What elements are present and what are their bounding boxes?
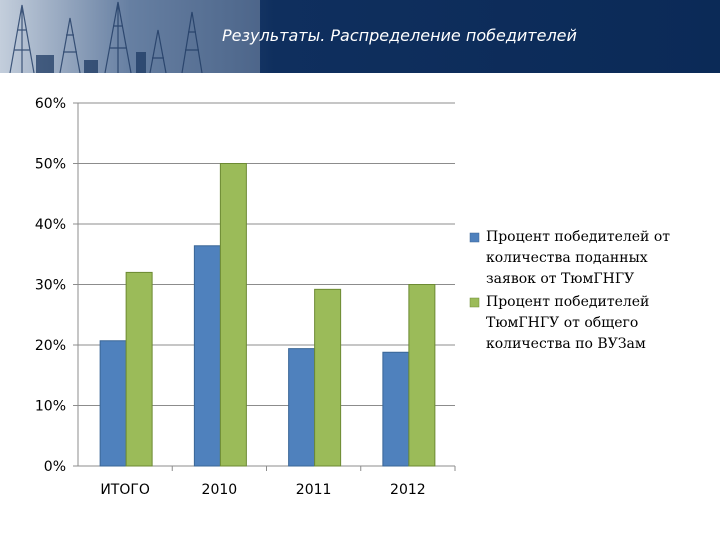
bar-series-1 <box>193 245 221 467</box>
y-tick-label: 0% <box>44 459 66 475</box>
oil-derricks-banner-icon <box>0 0 260 73</box>
bar-series-2 <box>125 271 153 467</box>
slide-header: Результаты. Распределение победителей <box>0 0 720 73</box>
legend-label-series-2: Процент победителей <box>486 294 649 310</box>
legend-label-series-1: Процент победителей от <box>486 229 670 245</box>
y-tick-label: 30% <box>35 278 66 294</box>
bar-layer <box>99 163 436 467</box>
legend-label-series-2: количества по ВУЗам <box>486 336 646 352</box>
bar-series-2 <box>408 284 436 467</box>
bar-series-1 <box>99 340 127 467</box>
bar-series-1 <box>288 348 316 467</box>
y-tick-label: 60% <box>35 96 66 112</box>
y-tick-label: 40% <box>35 217 66 233</box>
x-tick-label: 2011 <box>296 482 332 498</box>
legend-swatch-series-2 <box>469 297 480 308</box>
legend: Процент победителей от количества поданны… <box>469 229 670 352</box>
y-tick-label: 10% <box>35 399 66 415</box>
bar-series-2 <box>314 288 342 467</box>
y-tick-label: 50% <box>35 157 66 173</box>
slide-title: Результаты. Распределение победителей <box>222 26 577 45</box>
bar-series-1 <box>382 351 410 467</box>
legend-swatch-series-1 <box>469 232 480 243</box>
legend-label-series-1: количества поданных <box>486 250 648 266</box>
bar-series-2 <box>219 163 247 467</box>
y-tick-label: 20% <box>35 338 66 354</box>
x-tick-label: 2010 <box>202 482 238 498</box>
legend-label-series-2: ТюмГНГУ от общего <box>486 315 638 331</box>
x-tick-label: ИТОГО <box>100 482 150 498</box>
bar-chart: 0% 10% 20% 30% 40% 50% 60% ИТОГО 2010 2011 2012 Пр… <box>35 96 670 498</box>
legend-label-series-1: заявок от ТюмГНГУ <box>486 271 634 287</box>
x-tick-label: 2012 <box>390 482 426 498</box>
label-layer: 0% 10% 20% 30% 40% 50% 60% ИТОГО 2010 2011 2012 <box>35 96 426 498</box>
